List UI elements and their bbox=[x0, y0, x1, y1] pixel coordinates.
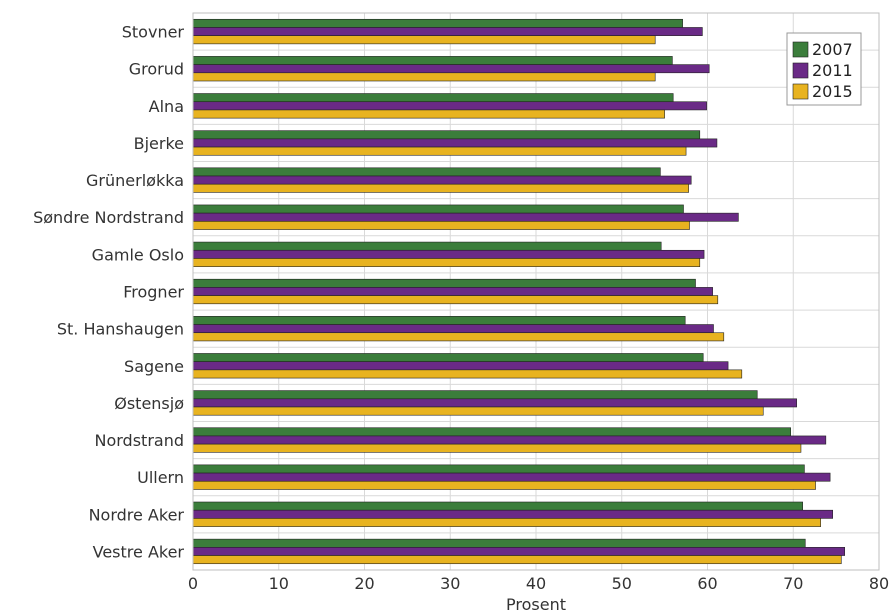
bar-2015 bbox=[192, 221, 690, 230]
x-tick-label: 10 bbox=[269, 574, 289, 593]
legend-label: 2011 bbox=[812, 61, 853, 80]
bar-2011 bbox=[192, 212, 739, 222]
bar-2015 bbox=[192, 109, 665, 119]
bar-2011 bbox=[192, 64, 710, 74]
x-tick-label: 80 bbox=[869, 574, 889, 593]
bar-2015 bbox=[192, 518, 821, 527]
legend-swatch bbox=[792, 62, 809, 79]
category-label: Vestre Aker bbox=[93, 542, 185, 561]
bar-2011 bbox=[192, 361, 729, 371]
bar-2015 bbox=[192, 369, 743, 379]
category-label: Sagene bbox=[124, 357, 184, 376]
bar-2015 bbox=[192, 480, 816, 490]
category-label: Nordre Aker bbox=[89, 505, 185, 524]
bar-2011 bbox=[192, 249, 705, 259]
bar-2007 bbox=[192, 538, 806, 548]
bar-2015 bbox=[192, 443, 802, 453]
bar-2007 bbox=[192, 93, 674, 103]
bar-2015 bbox=[192, 146, 687, 156]
x-axis-title: Prosent bbox=[506, 595, 566, 612]
bar-2011 bbox=[192, 287, 713, 296]
bar-2015 bbox=[192, 555, 842, 565]
category-label: Grünerløkka bbox=[86, 171, 184, 190]
category-label: Frogner bbox=[123, 283, 184, 302]
bar-2015 bbox=[192, 332, 725, 342]
x-tick-labels: 0 10 20 30 40 50 60 70 80 bbox=[188, 574, 889, 593]
bar-2007 bbox=[192, 427, 791, 437]
bar-2015 bbox=[192, 183, 689, 193]
legend-swatch bbox=[792, 41, 809, 58]
bar-2007 bbox=[192, 167, 661, 177]
legend-label: 2007 bbox=[812, 40, 853, 59]
bar-2011 bbox=[192, 324, 714, 334]
category-label: Stovner bbox=[122, 23, 185, 42]
bar-2011 bbox=[192, 435, 827, 445]
bar-2007 bbox=[192, 390, 758, 400]
x-tick-label: 20 bbox=[354, 574, 374, 593]
category-label: St. Hanshaugen bbox=[57, 320, 184, 339]
bar-2011 bbox=[192, 398, 797, 408]
x-tick-label: 60 bbox=[697, 574, 717, 593]
bar-2007 bbox=[192, 204, 684, 214]
bar-2007 bbox=[192, 56, 673, 65]
legend-swatch bbox=[792, 83, 809, 100]
bar-2007 bbox=[192, 316, 686, 325]
x-tick-label: 40 bbox=[526, 574, 546, 593]
bar-2011 bbox=[192, 472, 831, 482]
bar-2015 bbox=[192, 295, 719, 305]
bar-2011 bbox=[192, 27, 703, 36]
bar-2007 bbox=[192, 241, 662, 251]
bar-2007 bbox=[192, 501, 803, 511]
category-label: Alna bbox=[149, 97, 184, 116]
bar-2015 bbox=[192, 35, 656, 45]
category-labels: Stovner Grorud Alna Bjerke Grünerløkka Søndre… bbox=[33, 23, 184, 562]
bar-2011 bbox=[192, 138, 718, 148]
bar-2011 bbox=[192, 101, 707, 111]
category-label: Gamle Oslo bbox=[92, 245, 184, 264]
bar-2007 bbox=[192, 464, 805, 474]
bar-2011 bbox=[192, 509, 833, 519]
bars bbox=[192, 18, 846, 565]
x-tick-label: 50 bbox=[612, 574, 632, 593]
bar-2007 bbox=[192, 18, 683, 28]
bar-2015 bbox=[192, 72, 656, 82]
category-label: Nordstrand bbox=[95, 431, 185, 450]
bar-2015 bbox=[192, 258, 701, 267]
category-label: Ullern bbox=[137, 468, 184, 487]
x-tick-label: 0 bbox=[188, 574, 198, 593]
x-tick-label: 70 bbox=[783, 574, 803, 593]
bar-2011 bbox=[192, 175, 692, 185]
plot-frame bbox=[192, 12, 880, 571]
legend: 2007 2011 2015 bbox=[786, 32, 862, 106]
category-label: Søndre Nordstrand bbox=[33, 208, 184, 227]
legend-label: 2015 bbox=[812, 82, 853, 101]
category-label: Bjerke bbox=[134, 134, 184, 153]
category-label: Østensjø bbox=[114, 394, 184, 413]
bar-2007 bbox=[192, 353, 704, 362]
category-label: Grorud bbox=[129, 60, 184, 79]
x-tick-label: 30 bbox=[440, 574, 460, 593]
bar-2015 bbox=[192, 406, 764, 416]
bar-2011 bbox=[192, 547, 846, 556]
bar-2007 bbox=[192, 278, 696, 288]
bar-2007 bbox=[192, 130, 701, 140]
